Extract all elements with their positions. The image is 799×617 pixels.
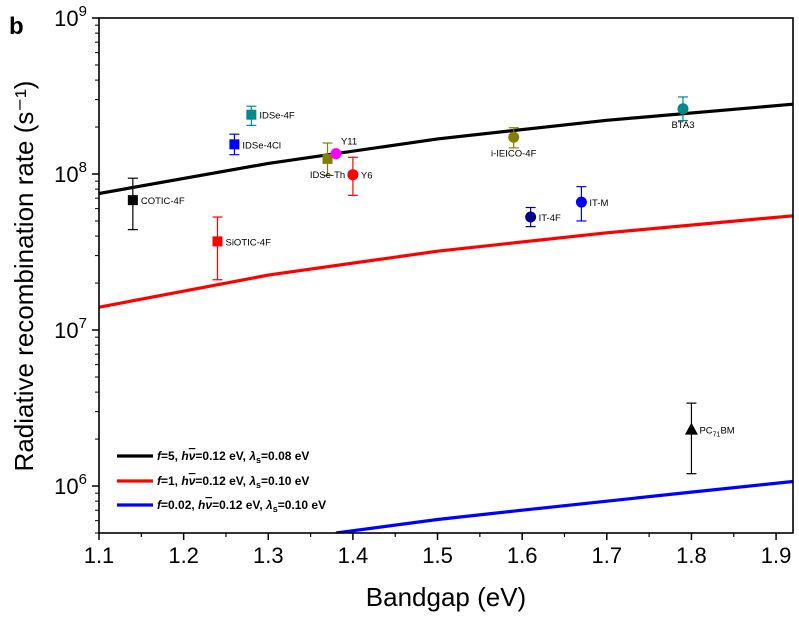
x-tick-label: 1.7 [592,543,623,568]
data-point-cotic-4f: COTIC-4F [127,177,185,231]
x-tick-label: 1.3 [253,543,284,568]
circle-marker [525,211,537,223]
point-label: IDSe-Th [310,170,345,181]
legend-label-1: f=1, hν=0.12 eV, λs=0.10 eV [157,474,309,490]
panel-label: b [9,13,24,40]
x-axis: 1.1 1.2 1.3 1.4 1.5 1.6 1.7 1.8 1.9 [84,533,792,568]
point-label: IT-4F [539,213,561,224]
x-tick-label: 1.6 [507,543,538,568]
point-label: i-IEICO-4F [491,148,537,159]
point-label: IDSe-4F [259,111,295,122]
triangle-marker [684,422,698,435]
x-tick-label: 1.8 [676,543,707,568]
data-point-it-4f: IT-4F [525,206,561,228]
series-curves [99,102,793,533]
point-label: COTIC-4F [141,196,185,207]
y-tick-label: 107 [54,315,87,343]
data-point-y11: Y11 [330,137,357,160]
y-tick-label: 106 [54,471,87,499]
circle-marker [330,148,342,160]
point-label: Y11 [341,137,357,148]
data-point-it-m: IT-M [575,186,608,222]
circle-marker [347,169,359,181]
y-axis-title: Radiative recombination rate (s⁻¹) [9,81,39,472]
square-marker [212,236,223,247]
point-label: IDSe-4Cl [242,140,281,151]
legend-label-0: f=5, hν=0.12 eV, λs=0.08 eV [157,449,309,465]
legend: f=5, hν=0.12 eV, λs=0.08 eV f=1, hν=0.12 … [117,449,326,514]
y-axis: 106 107 108 109 [54,3,99,534]
data-point-siotic-4f: SiOTIC-4F [212,216,271,281]
x-axis-title: Bandgap (eV) [366,582,526,612]
series-line-1 [99,214,793,309]
point-label: IT-M [589,198,608,209]
data-point-pc71bm: PC71BM [684,402,735,475]
point-label: BTA3 [671,120,694,131]
series-line-0 [99,102,793,196]
point-label: Y6 [361,171,373,182]
x-tick-label: 1.1 [84,543,115,568]
series-line-2 [335,479,793,533]
data-point-y6: Y6 [347,156,373,196]
circle-marker [575,196,587,208]
legend-label-2: f=0.02, hν=0.12 eV, λs=0.10 eV [157,498,326,514]
data-point-idse-th: IDSe-Th [310,142,345,181]
data-point-idse-4cl: IDSe-4Cl [229,133,281,156]
x-tick-label: 1.5 [422,543,453,568]
x-tick-label: 1.4 [338,543,369,568]
y-tick-label: 108 [54,159,87,187]
circle-marker [508,131,520,143]
point-label: SiOTIC-4F [225,237,271,248]
circle-marker [677,103,689,115]
x-tick-label: 1.9 [761,543,792,568]
square-marker [229,139,240,150]
y-tick-label: 109 [54,3,87,31]
data-point-idse-4f: IDSe-4F [246,105,295,126]
square-marker [246,109,257,120]
point-label: PC71BM [699,426,734,439]
data-point-i-ieico-4f: i-IEICO-4F [491,127,537,159]
data-points: COTIC-4F SiOTIC-4F IDSe-4F IDSe-4Cl IDSe-Th Y… [127,96,735,475]
plot-frame [98,17,794,534]
data-point-bta3: BTA3 [671,96,695,131]
x-tick-label: 1.2 [168,543,199,568]
square-marker [322,153,333,164]
square-marker [127,195,138,206]
